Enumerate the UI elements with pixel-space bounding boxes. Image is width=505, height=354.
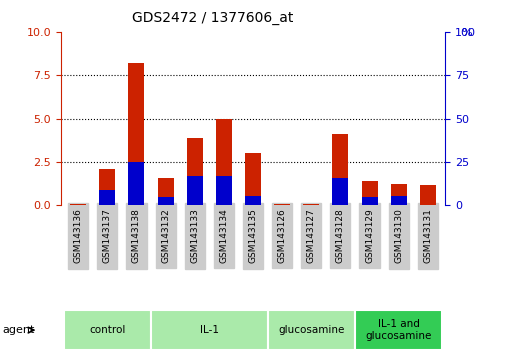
- Bar: [186, 138, 203, 205]
- Bar: [244, 153, 261, 205]
- Text: glucosamine: glucosamine: [278, 325, 344, 335]
- Bar: [216, 119, 231, 205]
- Bar: [390, 184, 406, 205]
- Bar: [390, 196, 406, 205]
- Text: IL-1: IL-1: [199, 325, 218, 335]
- Bar: [128, 63, 144, 205]
- Text: GDS2472 / 1377606_at: GDS2472 / 1377606_at: [132, 11, 292, 25]
- Bar: [361, 181, 377, 205]
- Text: agent: agent: [3, 325, 35, 335]
- Bar: [332, 178, 348, 205]
- Bar: [244, 196, 261, 205]
- Text: IL-1 and
glucosamine: IL-1 and glucosamine: [365, 319, 431, 341]
- Bar: [157, 197, 173, 205]
- Bar: [99, 190, 115, 205]
- Bar: [216, 176, 231, 205]
- Bar: [157, 178, 173, 205]
- Bar: [419, 184, 435, 205]
- Bar: [361, 197, 377, 205]
- Bar: [332, 134, 348, 205]
- Text: control: control: [89, 325, 125, 335]
- Y-axis label: %: %: [460, 28, 471, 38]
- Bar: [99, 169, 115, 205]
- Bar: [128, 162, 144, 205]
- Bar: [186, 176, 203, 205]
